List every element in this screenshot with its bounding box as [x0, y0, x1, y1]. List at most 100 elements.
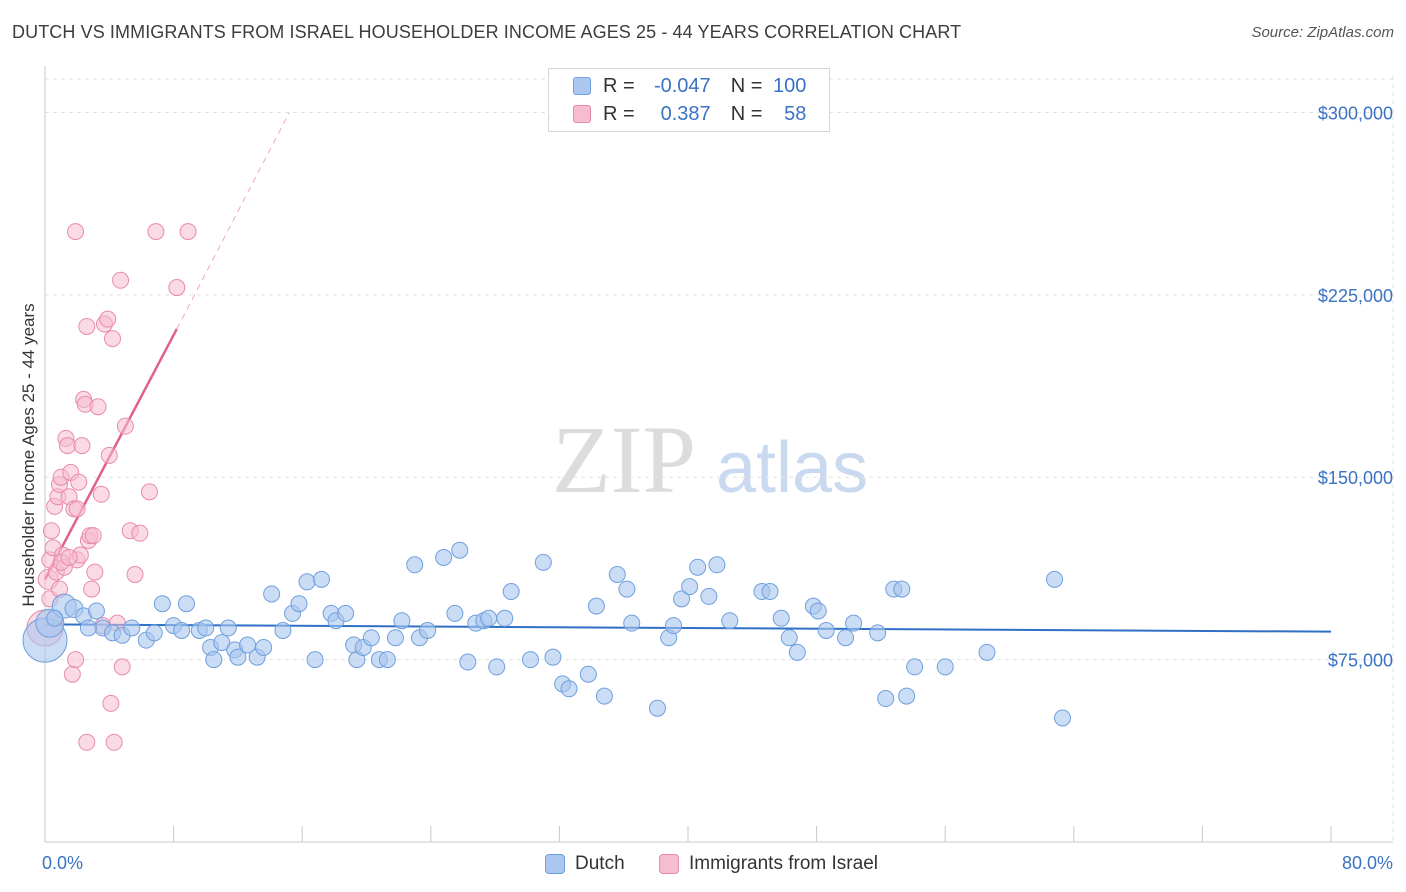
israel-point [113, 658, 131, 676]
israel-point [89, 398, 107, 416]
dutch-point [1054, 709, 1072, 727]
dutch-point [534, 553, 552, 571]
israel-point [84, 527, 102, 545]
dutch-point [298, 573, 316, 591]
dutch-point [761, 583, 779, 601]
y-tick-label: $75,000 [1328, 651, 1393, 671]
dutch-point [290, 595, 308, 613]
dutch-point [936, 658, 954, 676]
israel-point [86, 563, 104, 581]
israel-point [116, 417, 134, 435]
y-axis-title: Householder Income Ages 25 - 44 years [19, 303, 38, 606]
dutch-point [673, 590, 691, 608]
dutch-point [1046, 570, 1064, 588]
dutch-point [544, 648, 562, 666]
israel-point [67, 651, 85, 669]
dutch-point [362, 629, 380, 647]
x-tick-label: 80.0% [1342, 853, 1393, 873]
watermark-atlas: atlas [716, 428, 868, 508]
israel-point [126, 566, 144, 584]
dutch-point [845, 614, 863, 632]
dutch-point [708, 556, 726, 574]
israel-point [83, 580, 101, 598]
dutch-point [817, 621, 835, 639]
dutch-point [306, 651, 324, 669]
israel-point [102, 694, 120, 712]
israel-point [99, 310, 117, 328]
dutch-point [153, 595, 171, 613]
dutch-point [419, 621, 437, 639]
israel-point [70, 473, 88, 491]
dutch-point [219, 619, 237, 637]
dutch-point [681, 578, 699, 596]
dutch-point [79, 619, 97, 637]
dutch-point [145, 624, 163, 642]
dutch-point [451, 541, 469, 559]
israel-point [147, 223, 165, 241]
dutch-points [22, 541, 1072, 727]
watermark-zip: ZIP [552, 406, 696, 513]
israel-point [131, 524, 149, 542]
legend-r-label: R = [603, 102, 635, 125]
israel-point [78, 317, 96, 335]
dutch-point [689, 558, 707, 576]
dutch-point [623, 614, 641, 632]
israel-point [73, 437, 91, 455]
chart-title: DUTCH VS IMMIGRANTS FROM ISRAEL HOUSEHOL… [12, 22, 962, 42]
israel-point [140, 483, 158, 501]
israel-legend-swatch [659, 854, 679, 874]
dutch-point [173, 621, 191, 639]
dutch-point [869, 624, 887, 642]
dutch-point [608, 566, 626, 584]
dutch-point [618, 580, 636, 598]
israel-point [105, 733, 123, 751]
legend-row-israel: R = 0.387 N = 58 [573, 100, 806, 128]
dutch-point [978, 643, 996, 661]
israel-point [100, 446, 118, 464]
dutch-point [435, 548, 453, 566]
legend-n-label: N = [730, 74, 763, 97]
dutch-point [587, 597, 605, 615]
dutch-point [665, 617, 683, 635]
dutch-point [488, 658, 506, 676]
dutch-point [788, 643, 806, 661]
dutch-point [263, 585, 281, 603]
y-tick-labels: $75,000 $150,000 $225,000 $300,000 [1318, 103, 1393, 670]
dutch-n-value: 100 [773, 74, 807, 97]
dutch-point [521, 651, 539, 669]
dutch-point [386, 629, 404, 647]
dutch-point [177, 595, 195, 613]
dutch-point [205, 651, 223, 669]
israel-point [168, 279, 186, 297]
bottom-legend-dutch: Dutch [545, 851, 625, 877]
israel-n-value: 58 [784, 102, 807, 125]
dutch-legend-swatch [545, 854, 565, 874]
israel-point [63, 665, 81, 683]
israel-point [112, 271, 130, 289]
dutch-point [772, 609, 790, 627]
dutch-point [459, 653, 477, 671]
dutch-point [213, 634, 231, 652]
x-tick-label: 0.0% [42, 853, 83, 873]
y-tick-label: $150,000 [1318, 468, 1393, 488]
dutch-point [337, 604, 355, 622]
correlation-legend: R = -0.047 N = 100 R = 0.387 N = 58 [548, 68, 830, 132]
trend-lines [43, 112, 1332, 633]
dutch-point [255, 638, 273, 656]
dutch-point [87, 602, 105, 620]
dutch-point [274, 621, 292, 639]
dutch-point [378, 651, 396, 669]
dutch-point [446, 604, 464, 622]
israel-point [92, 485, 110, 503]
israel-point [60, 548, 78, 566]
dutch-point [898, 687, 916, 705]
dutch-trend-line [44, 623, 1332, 633]
israel-swatch [573, 105, 591, 123]
axes [44, 66, 1393, 843]
israel-point [67, 223, 85, 241]
dutch-point [837, 629, 855, 647]
dutch-legend-label: Dutch [575, 853, 625, 874]
dutch-point [809, 602, 827, 620]
bottom-legend-israel: Immigrants from Israel [659, 851, 878, 877]
